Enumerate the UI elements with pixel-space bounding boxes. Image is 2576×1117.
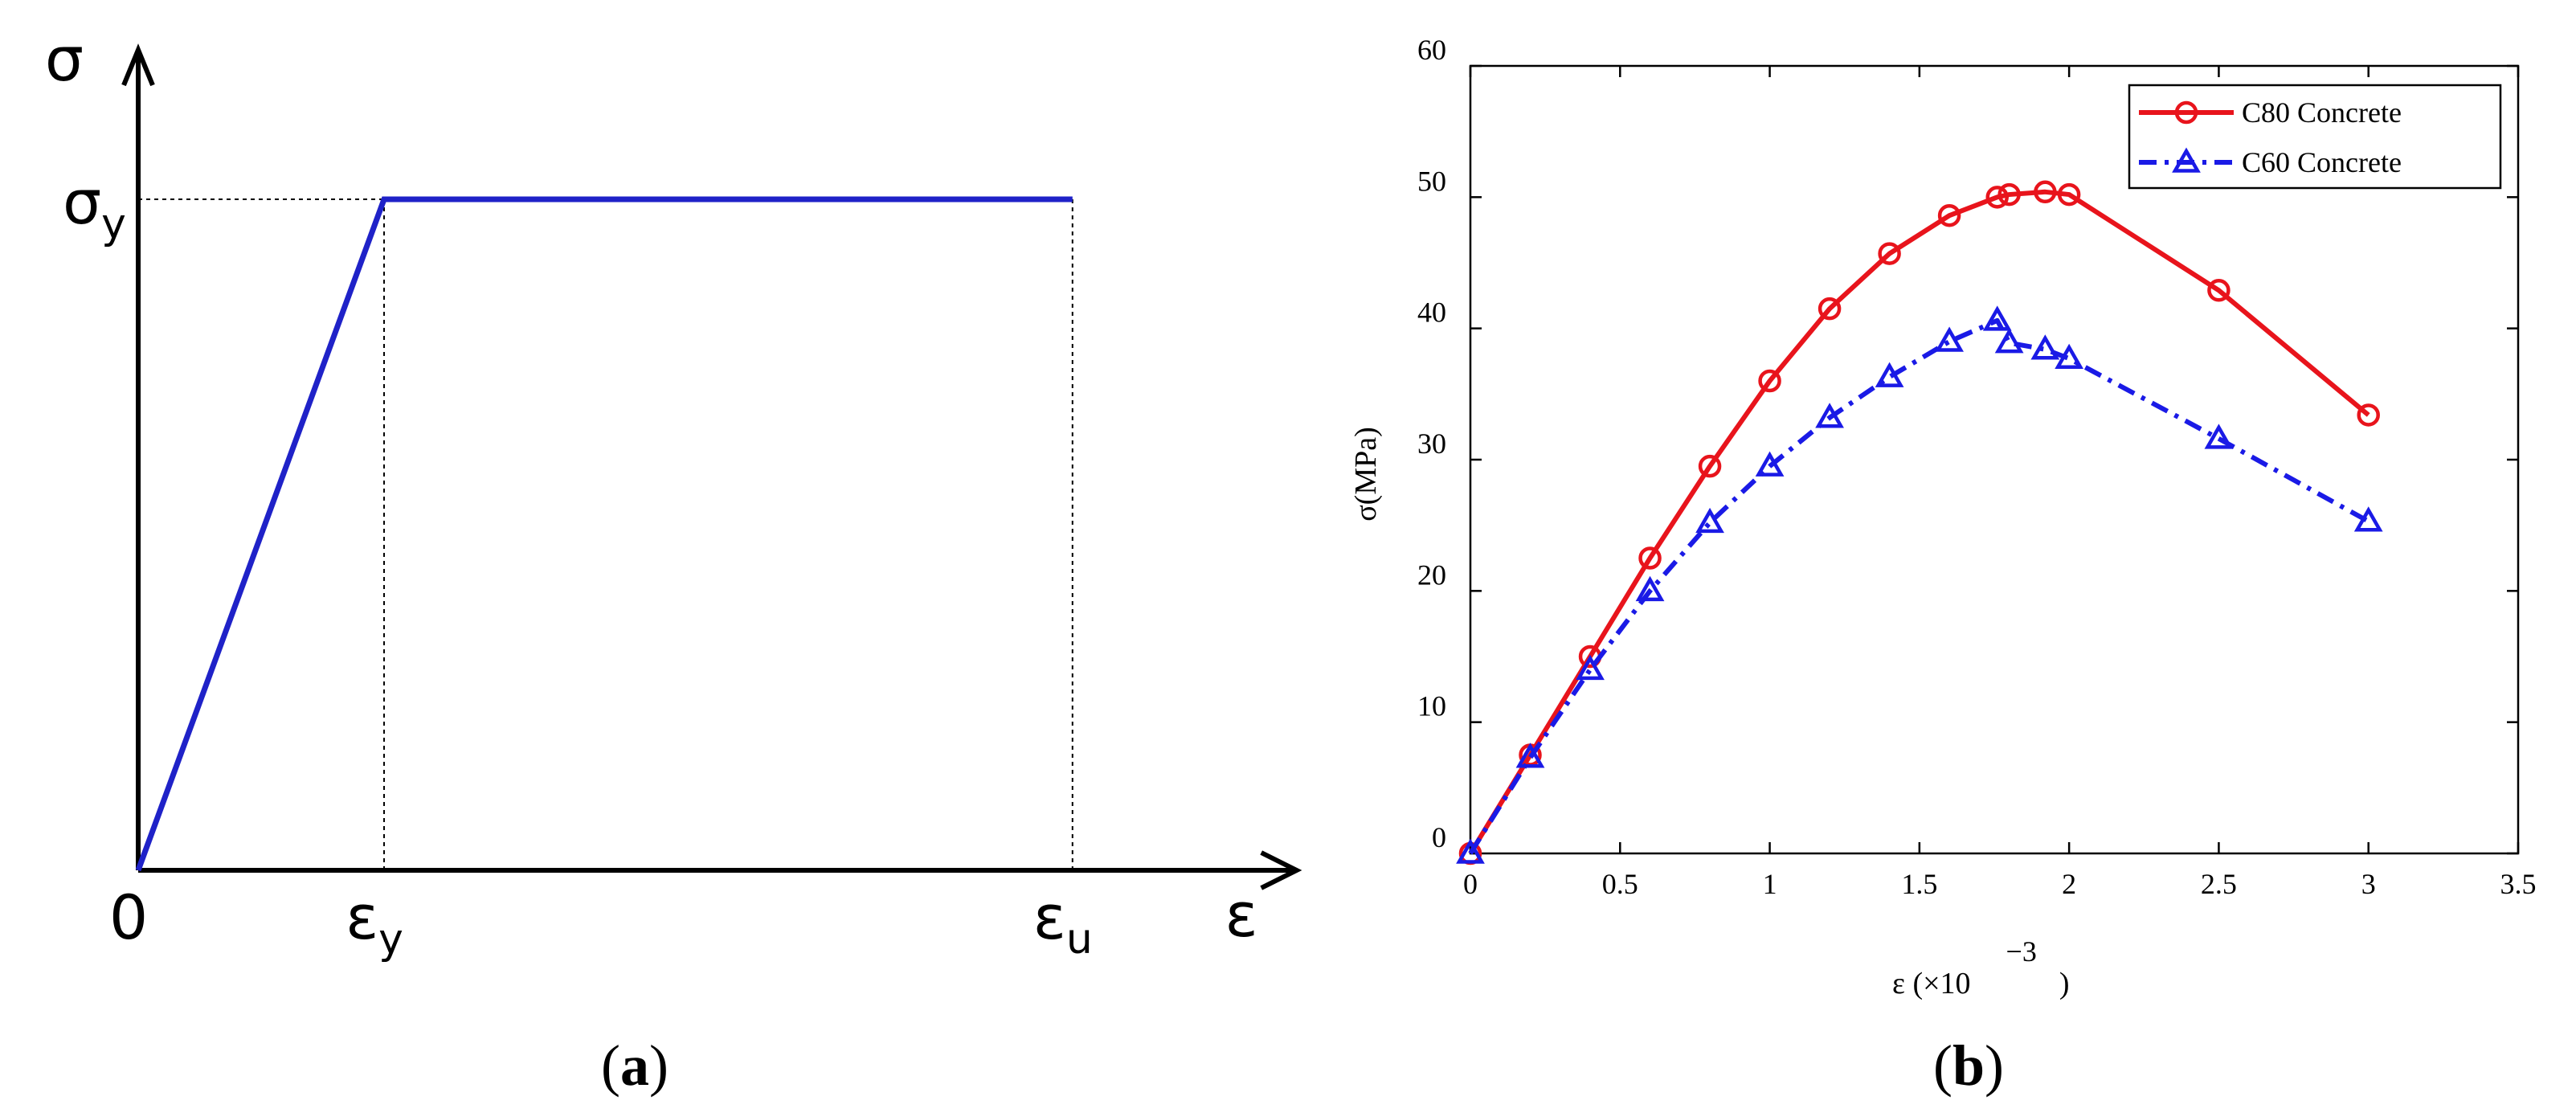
x-axis-label: ε: [1225, 879, 1257, 951]
series-1-point-3: [1635, 575, 1665, 602]
series-1-point-13: [2204, 423, 2234, 449]
series-1-point-12: [2055, 343, 2084, 369]
y-tick-label-0: σy: [63, 166, 126, 248]
series-0-point-9: [1985, 186, 2009, 209]
series-1-point-0: [1456, 838, 1485, 864]
y-tick-label-1: 10: [1417, 690, 1446, 722]
series-0-point-7: [1878, 242, 1901, 265]
x-tick-label-6: 3: [2361, 868, 2376, 900]
series-1-point-8: [1935, 326, 1964, 352]
y-axis-label: σ(MPa): [1349, 427, 1383, 522]
x-axis-label: ε (×10−3): [1892, 935, 2070, 1000]
x-tick-label-7: 3.5: [2500, 868, 2537, 900]
series-0-point-8: [1937, 203, 1961, 227]
series-0-point-4: [1698, 454, 1722, 478]
y-axis-label: σ: [45, 23, 84, 95]
y-tick-label-4: 40: [1417, 297, 1446, 329]
panel-label-a: (a): [601, 1033, 669, 1098]
x-tick-label-0: 0: [1463, 868, 1478, 900]
x-axis-arrow: [1260, 850, 1302, 890]
y-tick-label-6: 60: [1417, 34, 1446, 66]
series-1-point-14: [2353, 506, 2383, 532]
series-0-point-14: [2357, 403, 2380, 427]
series-0-point-3: [1638, 546, 1662, 570]
series-0-point-13: [2207, 279, 2230, 302]
series-1-point-5: [1755, 451, 1785, 477]
series-line-1: [1468, 317, 2370, 855]
x-tick-label-1: 0.5: [1602, 868, 1638, 900]
x-tick-label-0: 0: [109, 882, 148, 953]
x-tick-label-1: εy: [346, 882, 403, 964]
y-tick-label-5: 50: [1417, 165, 1446, 197]
series-0-point-6: [1818, 297, 1842, 321]
x-tick-label-4: 2: [2062, 868, 2076, 900]
series-1-point-10: [1994, 328, 2024, 354]
legend-marker-0: [2174, 100, 2198, 125]
stress-strain-curve: [135, 196, 1073, 872]
series-0-point-12: [2057, 182, 2081, 207]
legend-marker-1: [2172, 147, 2201, 173]
series-1-point-1: [1515, 743, 1545, 768]
panel-label-b: (b): [1933, 1033, 2004, 1098]
x-tick-label-2: 1: [1763, 868, 1777, 900]
x-tick-label-3: 1.5: [1901, 868, 1937, 900]
legend-label-1: C60 Concrete: [2242, 146, 2402, 178]
series-1-point-7: [1875, 362, 1904, 387]
y-axis-arrow: [121, 43, 155, 87]
series-1-point-6: [1815, 403, 1844, 428]
panel-b-chart: 0 0.5 1 1.5 2 2.5 3 3.5 0 10 20 30 40 50 60 ε (×10−3) σ(…: [1349, 34, 2537, 1098]
series-1-point-9: [1982, 305, 2012, 331]
series-0-point-11: [2034, 180, 2057, 204]
series-1-point-2: [1576, 654, 1605, 681]
panel-a-chart: σ ε 0 εy εu σy (a): [45, 23, 1302, 1098]
series-0-point-5: [1758, 369, 1781, 393]
series-line-0: [1468, 189, 2370, 855]
x-tick-label-5: 2.5: [2201, 868, 2237, 900]
y-tick-label-2: 20: [1417, 558, 1446, 591]
series-1-point-4: [1695, 507, 1724, 534]
x-tick-label-2: εu: [1033, 882, 1093, 964]
y-tick-label-3: 30: [1417, 428, 1446, 460]
y-tick-label-0: 0: [1432, 821, 1446, 853]
series-0-point-10: [1997, 182, 2021, 207]
series-1-point-11: [2030, 334, 2060, 360]
legend-label-0: C80 Concrete: [2242, 96, 2402, 129]
